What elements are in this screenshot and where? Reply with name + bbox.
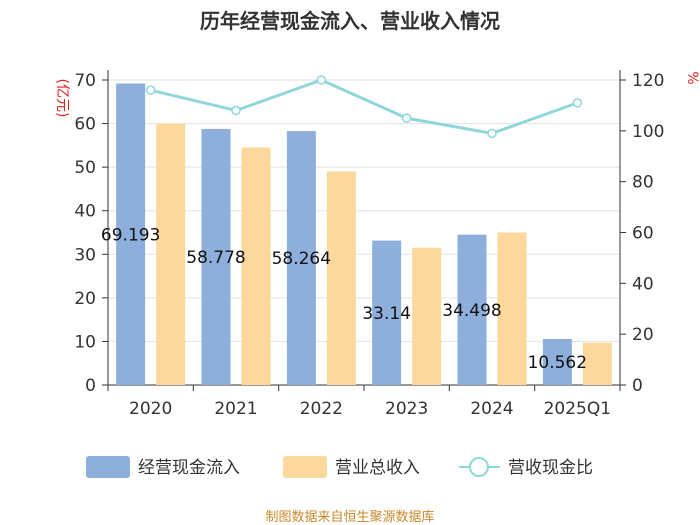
y-left-tick-label: 50 <box>74 158 96 178</box>
y-right-tick-label: 80 <box>632 173 654 193</box>
y-right-tick-label: 20 <box>632 325 654 345</box>
y-right-tick-label: 120 <box>632 71 664 91</box>
y-right-unit: % <box>684 71 700 84</box>
legend-swatch-revenue <box>283 456 327 478</box>
x-tick-label: 2025Q1 <box>544 399 611 419</box>
cash-inflow-bar <box>116 83 146 386</box>
revenue-bar <box>326 171 356 385</box>
cash-inflow-data-label: 58.264 <box>272 249 331 269</box>
revenue-bar <box>582 342 612 385</box>
revenue-bar <box>497 232 527 385</box>
cash-inflow-bar <box>286 131 316 385</box>
data-labels: 69.193 58.778 58.264 33.14 34.498 10.562 <box>101 225 587 373</box>
cash-inflow-bar <box>457 234 487 385</box>
cash-inflow-bar <box>542 338 572 385</box>
ratio-point <box>401 113 412 123</box>
ratio-point <box>572 98 583 108</box>
y-left-tick-label: 10 <box>74 332 96 352</box>
revenue-bar <box>241 147 271 385</box>
revenue-bar <box>156 123 186 386</box>
cash-inflow-data-label: 10.562 <box>528 353 587 373</box>
cash-inflow-data-label: 33.14 <box>362 304 411 324</box>
cash-inflow-data-label: 58.778 <box>186 248 245 268</box>
ratio-line-series <box>145 75 583 139</box>
ratio-point <box>145 85 156 95</box>
x-tick-label: 2023 <box>385 399 428 419</box>
revenue-bar <box>412 247 442 385</box>
legend-swatch-ratio-marker <box>469 457 489 477</box>
y-right-tick-label: 100 <box>632 122 664 142</box>
chart-title: 历年经营现金流入、营业收入情况 <box>200 9 500 33</box>
y-right-tick-label: 40 <box>632 274 654 294</box>
cash-inflow-bar <box>201 128 231 385</box>
ratio-point <box>231 105 241 116</box>
cash-inflow-bar <box>372 240 402 385</box>
ratio-point <box>487 128 497 139</box>
gridlines <box>108 79 620 386</box>
axes: 0 10 20 30 40 50 60 70 0 20 40 60 80 100 120 2020 2021 20… <box>74 70 664 419</box>
source-note: 制图数据来自恒生聚源数据库 <box>265 509 434 525</box>
y-left-tick-label: 40 <box>74 202 96 222</box>
cash-inflow-data-label: 69.193 <box>101 225 160 245</box>
y-left-unit: (亿元) <box>54 79 70 118</box>
y-right-tick-label: 0 <box>632 376 643 396</box>
y-left-tick-label: 20 <box>74 289 96 309</box>
y-left-tick-label: 0 <box>85 376 96 396</box>
y-left-tick-label: 70 <box>74 71 96 91</box>
x-tick-label: 2020 <box>129 399 172 419</box>
legend-label-ratio: 营收现金比 <box>508 458 593 478</box>
legend[interactable]: 经营现金流入 营业总收入 营收现金比 <box>86 456 593 478</box>
y-left-tick-label: 60 <box>74 115 96 135</box>
ratio-point <box>316 75 327 85</box>
bar-series <box>116 83 612 386</box>
y-right-tick-label: 60 <box>632 224 654 244</box>
cash-inflow-data-label: 34.498 <box>442 301 501 321</box>
x-tick-label: 2022 <box>300 399 343 419</box>
x-tick-label: 2021 <box>214 399 257 419</box>
y-left-tick-label: 30 <box>74 245 96 265</box>
x-tick-label: 2024 <box>470 399 513 419</box>
ratio-line <box>150 78 578 135</box>
legend-label-revenue: 营业总收入 <box>335 458 420 478</box>
legend-swatch-cash-inflow <box>86 456 130 478</box>
legend-label-cash-inflow: 经营现金流入 <box>138 458 240 478</box>
